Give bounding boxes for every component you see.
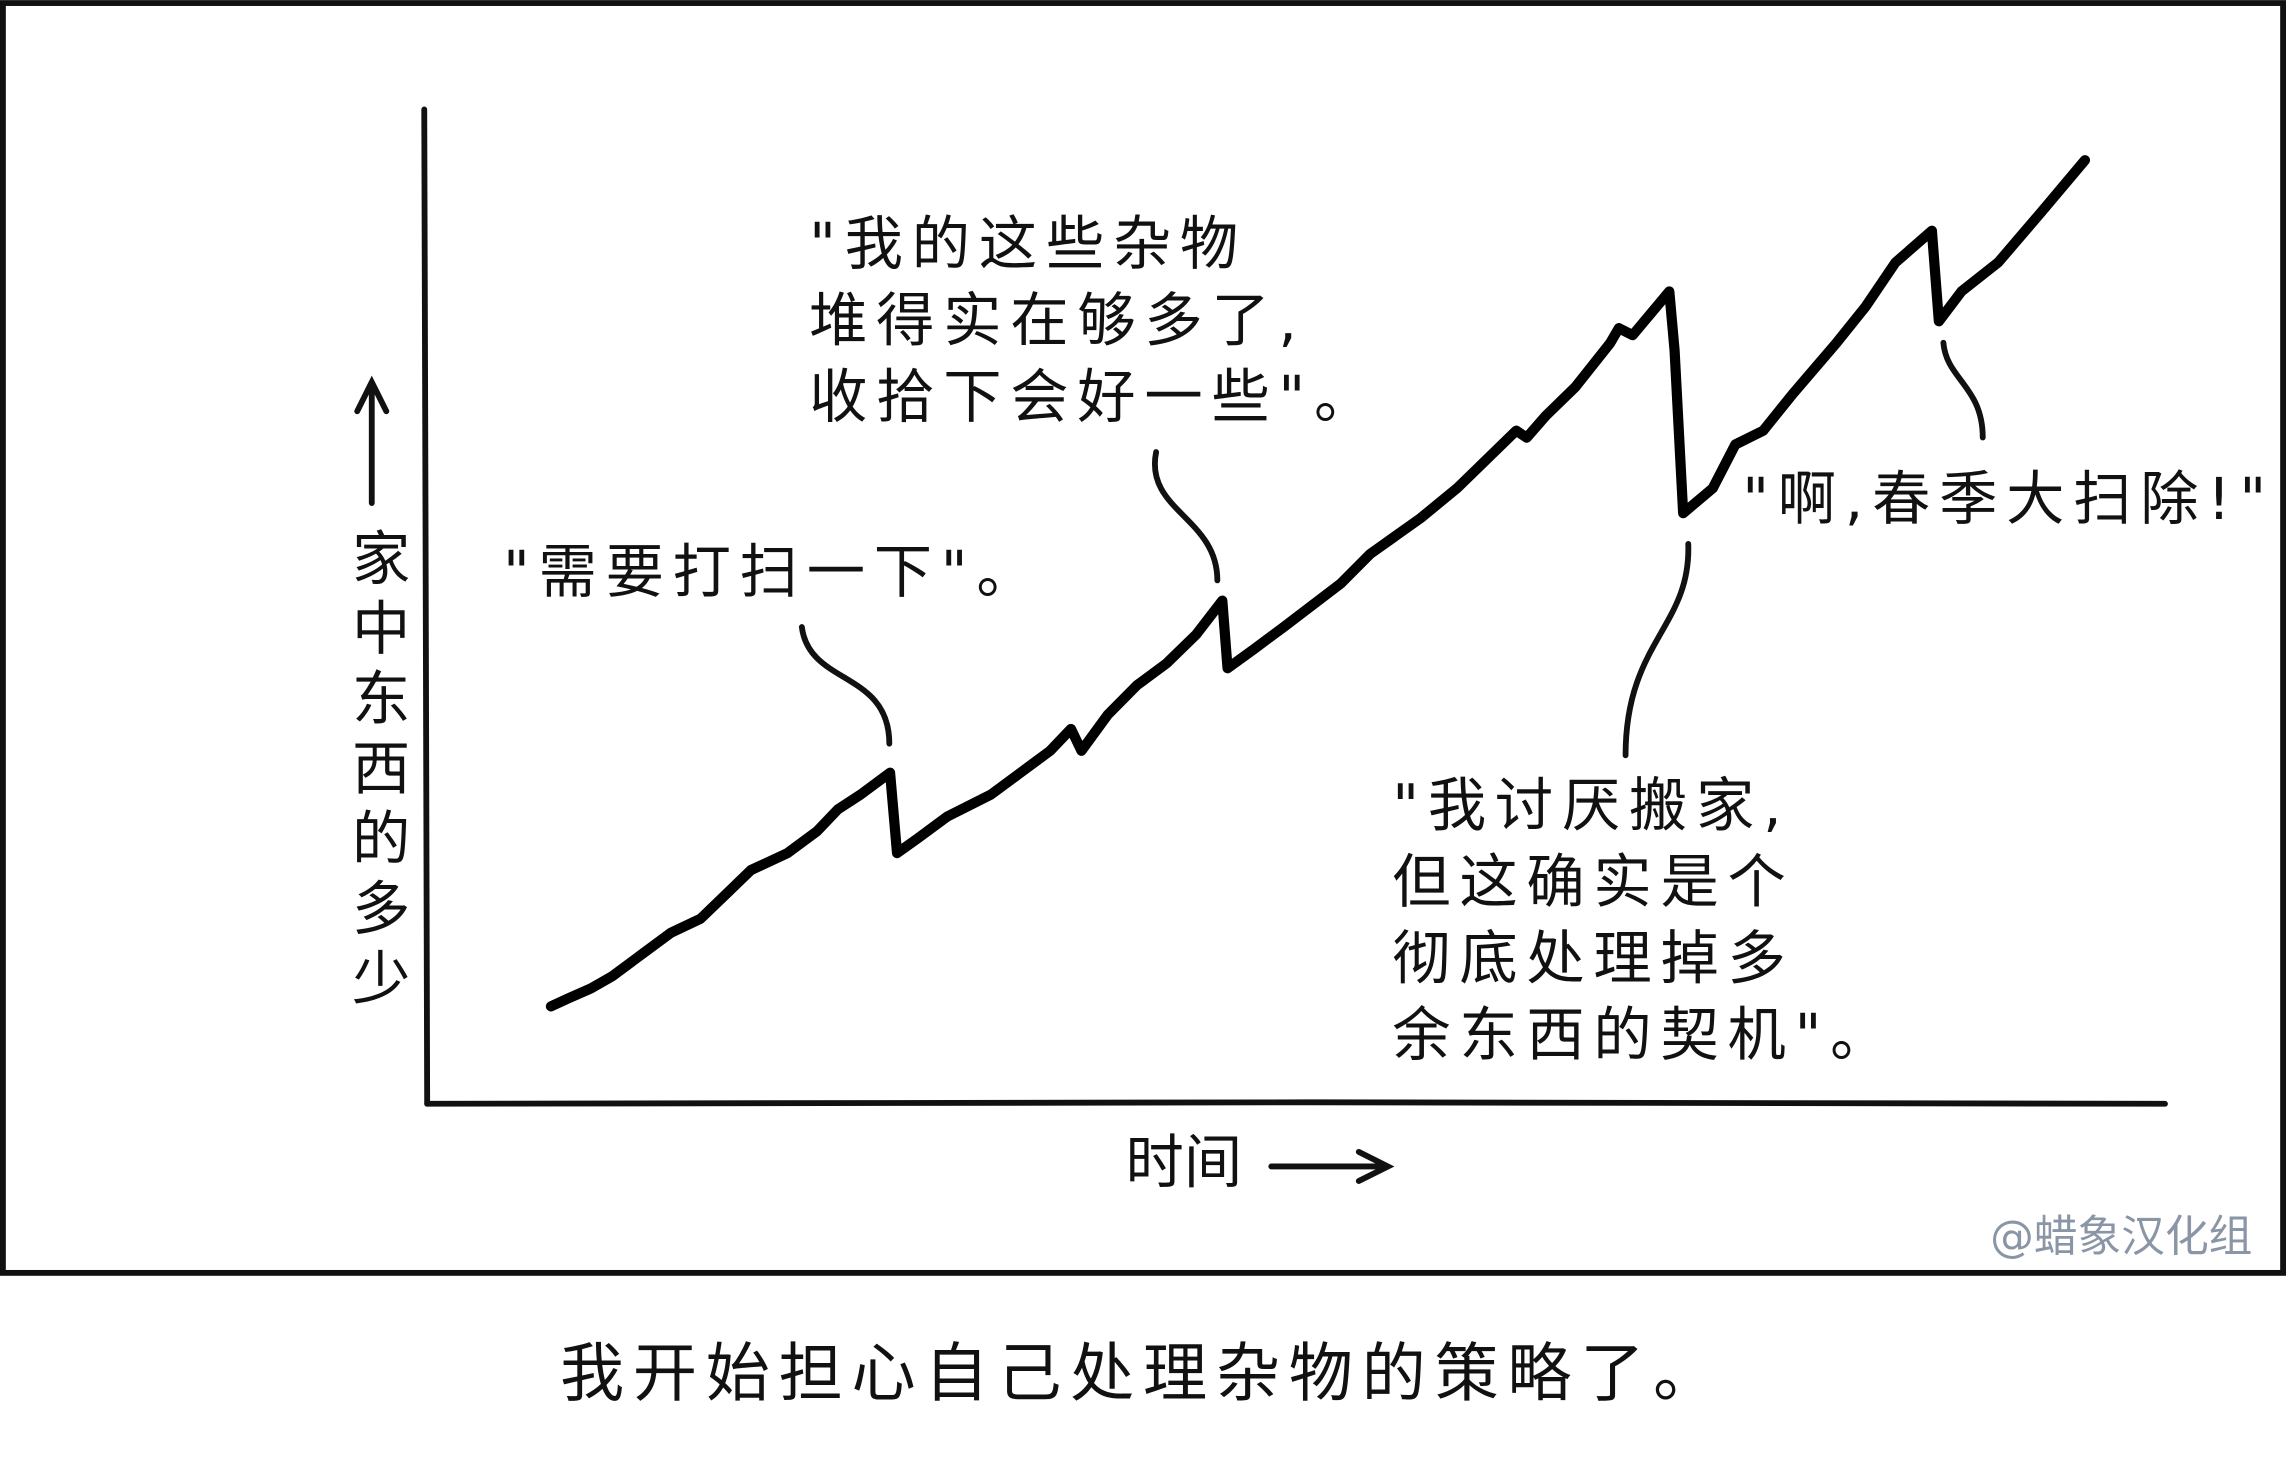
- annotation: 余东西的契机"。: [1392, 1001, 1897, 1069]
- x-axis: [424, 1099, 2168, 1107]
- caption: 我开始担心自己处理杂物的策略了。: [560, 1336, 1726, 1411]
- y-axis-label: 家中东西的多少: [342, 528, 410, 1018]
- pointer: [1622, 541, 1692, 759]
- annotation: 堆得实在够多了,: [809, 287, 1306, 355]
- annotation: "我讨厌搬家,: [1392, 771, 1790, 839]
- pointer: [798, 624, 893, 747]
- x-axis-label: 时间: [1126, 1129, 1243, 1197]
- annotation: "我的这些杂物: [809, 210, 1247, 278]
- panel-frame: [0, 0, 2286, 1276]
- x-arrow: [1268, 1148, 1395, 1184]
- data-line: [545, 155, 2091, 1012]
- annotation: "需要打扫一下"。: [503, 538, 1043, 606]
- annotation: "啊,春季大扫除!": [1742, 465, 2275, 533]
- pointer: [1151, 449, 1221, 584]
- annotation: 收拾下会好一些"。: [809, 363, 1381, 431]
- annotation: 但这确实是个: [1392, 848, 1794, 916]
- y-axis: [421, 106, 431, 1107]
- annotation: 彻底处理掉多: [1392, 924, 1794, 992]
- watermark: @蜡象汉化组: [1990, 1211, 2252, 1262]
- y-arrow: [354, 375, 390, 507]
- pointer: [1940, 339, 1986, 441]
